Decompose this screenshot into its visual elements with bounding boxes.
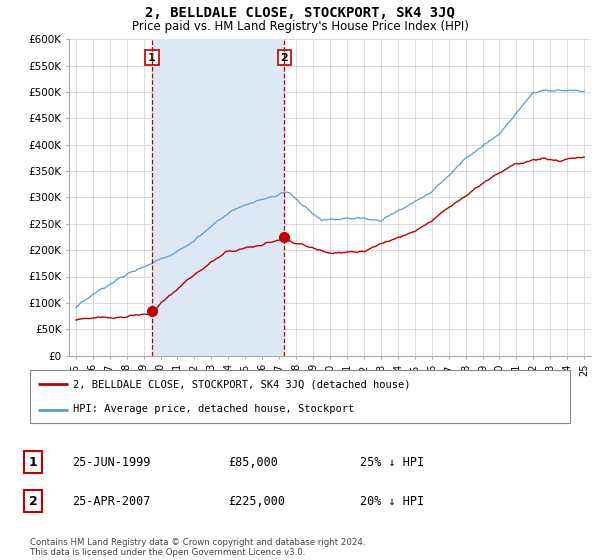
- Text: 1: 1: [148, 53, 156, 63]
- Text: 2: 2: [29, 494, 37, 508]
- Text: 25-JUN-1999: 25-JUN-1999: [72, 455, 151, 469]
- Text: 2, BELLDALE CLOSE, STOCKPORT, SK4 3JQ (detached house): 2, BELLDALE CLOSE, STOCKPORT, SK4 3JQ (d…: [73, 380, 410, 390]
- Text: HPI: Average price, detached house, Stockport: HPI: Average price, detached house, Stoc…: [73, 404, 355, 414]
- Text: 25% ↓ HPI: 25% ↓ HPI: [360, 455, 424, 469]
- Text: £225,000: £225,000: [228, 494, 285, 508]
- Text: Contains HM Land Registry data © Crown copyright and database right 2024.
This d: Contains HM Land Registry data © Crown c…: [30, 538, 365, 557]
- Bar: [152, 39, 284, 356]
- Text: 25-APR-2007: 25-APR-2007: [72, 494, 151, 508]
- Text: Price paid vs. HM Land Registry's House Price Index (HPI): Price paid vs. HM Land Registry's House …: [131, 20, 469, 32]
- Text: 2, BELLDALE CLOSE, STOCKPORT, SK4 3JQ: 2, BELLDALE CLOSE, STOCKPORT, SK4 3JQ: [145, 6, 455, 20]
- Text: 1: 1: [29, 455, 37, 469]
- Text: 20% ↓ HPI: 20% ↓ HPI: [360, 494, 424, 508]
- Text: 2: 2: [280, 53, 288, 63]
- Text: £85,000: £85,000: [228, 455, 278, 469]
